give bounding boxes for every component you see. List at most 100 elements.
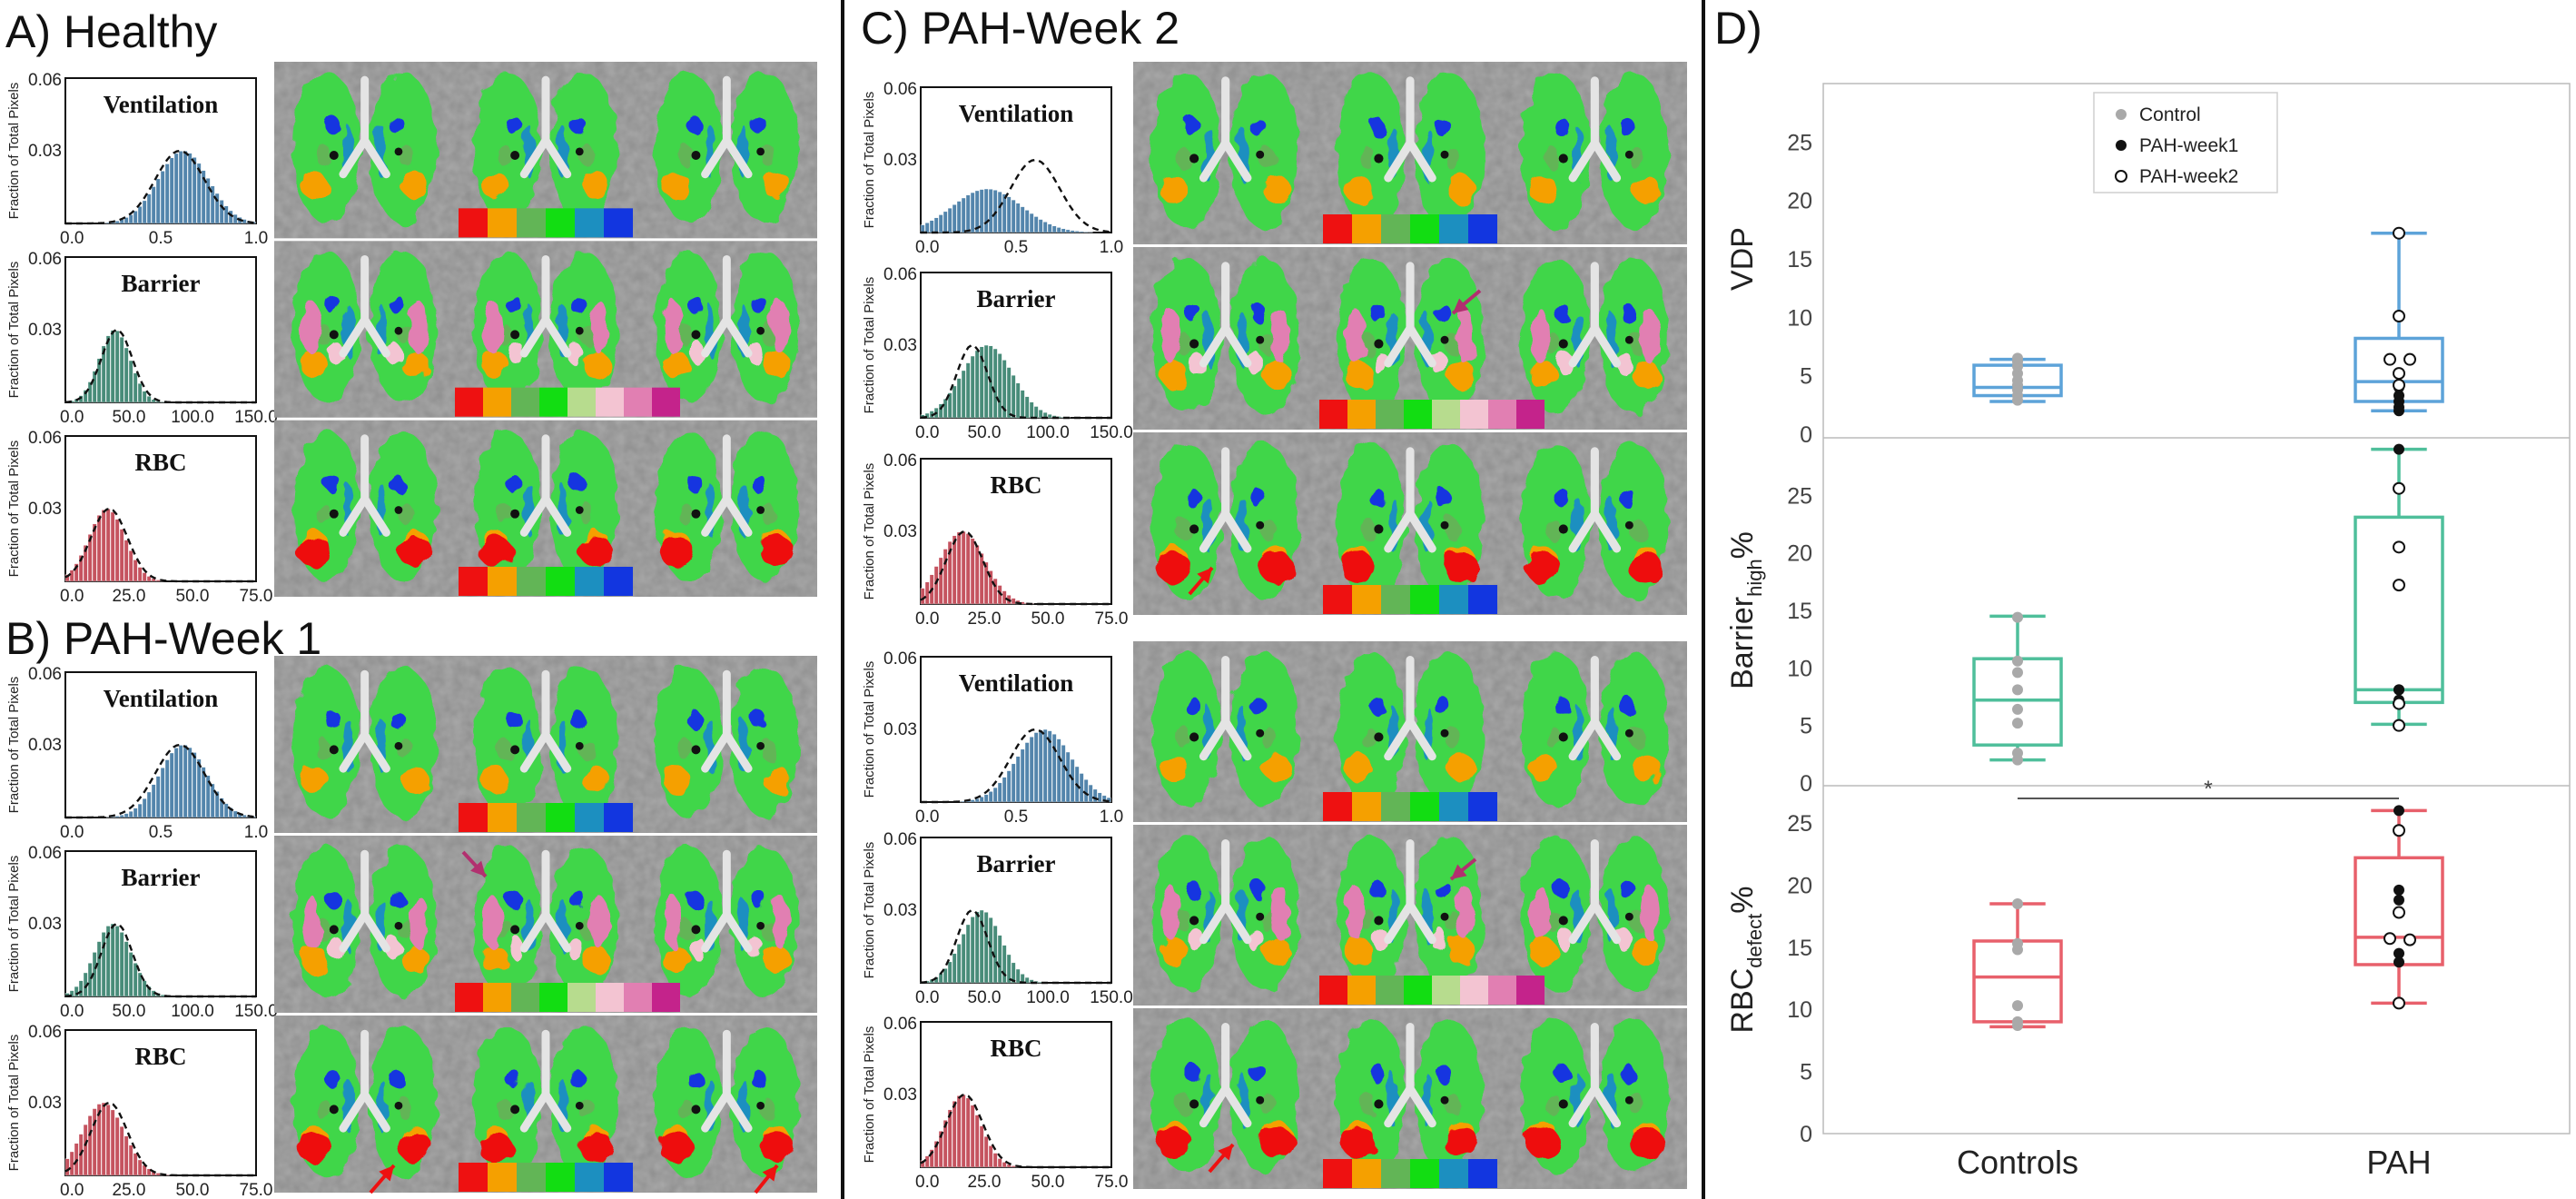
histogram-bar <box>1061 228 1066 233</box>
lung-map <box>473 846 618 998</box>
histogram-bar <box>943 549 948 605</box>
histogram-bar <box>947 392 952 419</box>
histogram-xtick: 1.0 <box>1100 238 1123 257</box>
point-pah-week1 <box>2393 443 2404 455</box>
point-control <box>2012 352 2023 364</box>
histogram-bar <box>1047 223 1052 233</box>
lung-spot <box>1247 927 1263 952</box>
lung-spot <box>1529 937 1557 966</box>
histogram-c2-barrier: Barrier 0.06 0.03 Fraction of Total Pixels 0… <box>862 830 1133 1007</box>
histogram-bar <box>974 911 980 984</box>
lung-spot <box>1435 1064 1451 1083</box>
histogram-bar <box>920 224 925 233</box>
histogram-bar <box>133 963 138 997</box>
histogram-bar <box>952 953 957 984</box>
lung-spot <box>1360 518 1376 540</box>
lung-spot <box>662 172 690 200</box>
lung-spot <box>759 1132 795 1163</box>
vessel-spot <box>1624 520 1633 530</box>
histogram-xtick: 50.0 <box>968 423 1002 442</box>
histogram-bar <box>1083 779 1089 803</box>
lung-spot <box>662 351 690 379</box>
histogram-bar <box>128 810 133 818</box>
airway <box>701 1029 753 1133</box>
lung-spot <box>481 766 509 794</box>
colorbar-swatch <box>575 567 604 596</box>
colorbar-swatch <box>1352 585 1381 614</box>
histogram-bar <box>1015 382 1021 419</box>
point-pah-week2 <box>2393 481 2405 495</box>
lung-spot <box>1632 754 1661 782</box>
histogram-bar <box>920 1160 925 1168</box>
lung-spot <box>1529 361 1557 390</box>
lung-spot <box>1435 880 1451 899</box>
histogram-label: Ventilation <box>959 100 1074 127</box>
histogram-bar <box>83 390 88 403</box>
colorbar-swatch <box>488 803 517 832</box>
vessel-spot <box>1624 1095 1633 1105</box>
lung-spot <box>386 936 401 960</box>
histogram-label: Barrier <box>977 285 1056 312</box>
lung-spot <box>1445 726 1460 748</box>
histogram-ylabel: Fraction of Total Pixels <box>6 856 22 993</box>
vessel-spot <box>756 921 765 930</box>
lung-spot <box>1185 880 1201 899</box>
vessel-spot <box>1256 520 1265 530</box>
histogram-xtick: 0.0 <box>60 823 84 842</box>
lung-spot <box>398 503 414 525</box>
histogram-bar <box>114 816 120 818</box>
histogram-bar <box>137 803 143 818</box>
lung-spot <box>1250 117 1266 137</box>
histogram-bar <box>178 151 183 224</box>
lung-spot <box>1160 361 1189 390</box>
histogram-bar <box>173 153 179 224</box>
airway <box>1568 1023 1622 1128</box>
colorbar-swatch <box>1319 400 1347 429</box>
point-pah-week2 <box>2393 996 2405 1010</box>
colorbar-swatch <box>1323 585 1352 614</box>
histogram-bar <box>1006 954 1012 984</box>
lung-spot <box>478 1132 513 1163</box>
histogram-bar <box>965 533 971 605</box>
lung-spot <box>686 1070 703 1089</box>
vessel-spot <box>1189 339 1199 349</box>
lung-spot <box>1250 302 1266 322</box>
histogram-bar <box>1038 219 1043 233</box>
lung-spot <box>1176 726 1191 748</box>
histogram-label: Barrier <box>122 270 201 297</box>
lung-spot <box>1525 1126 1562 1158</box>
lung-spot <box>751 295 766 314</box>
histogram-bar <box>965 1097 971 1168</box>
histogram-bar <box>1079 231 1084 233</box>
lung-spot <box>677 1098 694 1120</box>
lung-spot <box>481 172 509 200</box>
histogram-bar <box>155 178 161 224</box>
airway <box>339 254 390 358</box>
histogram-b-barrier: Barrier 0.06 0.03 Fraction of Total Pixels 0… <box>6 844 278 1021</box>
subplot-ytick: 10 <box>1787 305 1812 331</box>
lung-spot <box>1185 697 1201 716</box>
histogram-bar <box>924 581 930 605</box>
colorbar-swatch <box>604 1163 633 1192</box>
histogram-bar <box>1088 784 1093 803</box>
histogram-bar <box>1015 968 1021 984</box>
histogram-bar <box>1070 758 1075 803</box>
histogram-bar <box>119 815 124 818</box>
histogram-ytick: 0.06 <box>883 649 917 669</box>
lung-spot <box>760 1098 775 1120</box>
histogram-label: Barrier <box>977 850 1056 877</box>
histogram-bar <box>214 193 220 224</box>
vessel-spot <box>1189 1099 1199 1109</box>
histogram-bar <box>979 1125 984 1168</box>
colorbar-swatch <box>483 387 511 417</box>
subplot-ytick: 20 <box>1787 873 1812 898</box>
histogram-bar <box>123 813 129 818</box>
histogram-bar <box>133 808 138 818</box>
vessel-spot <box>1624 912 1633 921</box>
histogram-bar <box>101 1102 106 1176</box>
lung-spot <box>570 710 586 729</box>
histogram-bar <box>1006 196 1012 233</box>
lung-spot <box>509 936 525 960</box>
histogram-bar <box>929 1149 934 1168</box>
histogram-bar <box>101 510 106 582</box>
